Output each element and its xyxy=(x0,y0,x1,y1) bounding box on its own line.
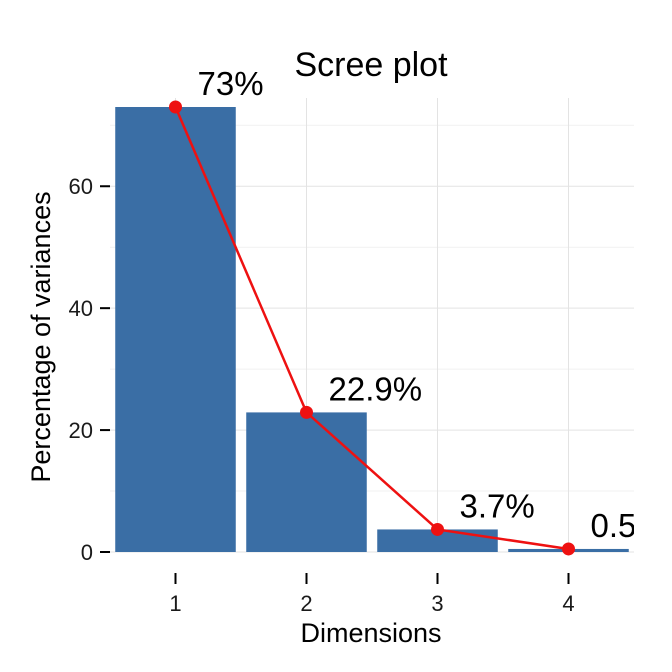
data-label-3: 3.7% xyxy=(460,487,535,524)
data-label-1: 73% xyxy=(198,65,264,102)
x-axis: 1 2 3 4 xyxy=(169,573,575,616)
trend-point-2 xyxy=(300,405,313,419)
bar-1 xyxy=(115,107,236,552)
x-tick-label: 3 xyxy=(431,591,443,616)
x-tick-label: 2 xyxy=(300,591,312,616)
trend-point-3 xyxy=(431,522,444,536)
trend-points xyxy=(169,100,575,556)
y-tick-label: 40 xyxy=(69,296,93,321)
y-axis-title: Percentage of variances xyxy=(26,191,56,482)
bar-2 xyxy=(246,412,367,552)
data-label-2: 22.9% xyxy=(329,370,423,407)
y-tick-label: 60 xyxy=(69,174,93,199)
y-tick-label: 20 xyxy=(69,418,93,443)
trend-line xyxy=(174,106,569,551)
y-axis: 0 20 40 60 xyxy=(69,174,110,565)
y-tick-label: 0 xyxy=(81,540,93,565)
x-tick-label: 1 xyxy=(169,591,181,616)
bars xyxy=(115,107,629,552)
trend-point-1 xyxy=(169,100,182,114)
x-axis-title: Dimensions xyxy=(300,618,441,648)
data-labels: 73% 22.9% 3.7% 0.5% xyxy=(198,65,666,544)
data-label-4: 0.5% xyxy=(591,507,666,544)
trend-line-path xyxy=(174,106,569,551)
x-tick-label: 4 xyxy=(562,591,574,616)
trend-point-4 xyxy=(562,542,575,556)
chart-title: Scree plot xyxy=(294,46,448,84)
